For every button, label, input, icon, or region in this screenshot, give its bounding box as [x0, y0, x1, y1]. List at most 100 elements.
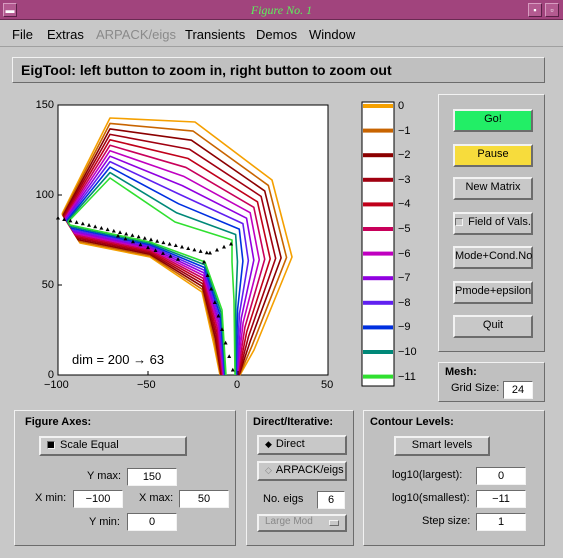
xmin-input[interactable]: −100 — [73, 490, 123, 508]
eigenvalue-marker — [130, 233, 135, 237]
eigenvalue-marker — [173, 243, 178, 248]
ymax-input[interactable]: 150 — [127, 468, 177, 486]
scale-equal-checkbox — [47, 441, 55, 450]
eigenvalue-marker — [205, 273, 210, 277]
eigenvalue-marker — [93, 224, 98, 229]
colorbar-swatch — [363, 325, 393, 330]
menu-file[interactable]: File — [12, 27, 33, 42]
eigenvalue-marker — [230, 367, 235, 372]
colorbar-tick-label: −3 — [398, 173, 411, 186]
eigenvalue-marker — [186, 246, 191, 250]
menu-demos[interactable]: Demos — [256, 27, 298, 42]
contour-lines — [61, 117, 293, 376]
grid-size-input[interactable]: 24 — [503, 381, 533, 399]
quit-button[interactable]: Quit — [453, 315, 533, 338]
colorbar-swatch — [363, 300, 393, 305]
colorbar-tick-label: 0 — [398, 100, 405, 112]
eigenvalue-marker — [161, 240, 166, 245]
log-largest-input[interactable]: 0 — [476, 467, 526, 485]
direct-label: Direct — [275, 438, 305, 450]
colorbar-swatch — [363, 153, 393, 158]
step-size-input[interactable]: 1 — [476, 513, 526, 531]
contour-line — [65, 160, 250, 376]
contour-line — [64, 144, 266, 376]
scale-equal-toggle[interactable]: Scale Equal — [39, 436, 187, 456]
radio-selected-icon: ◆ — [265, 439, 272, 449]
xmax-input[interactable]: 50 — [179, 490, 229, 508]
x-tick-label: −50 — [137, 379, 156, 391]
menu-arpack[interactable]: ARPACK/eigs — [96, 27, 176, 42]
y-tick-label: 150 — [35, 99, 54, 111]
log-smallest-input[interactable]: −11 — [476, 490, 526, 508]
eigenvalue-marker — [167, 241, 172, 246]
x-tick-label: 0 — [234, 379, 241, 391]
eigenvalue-marker — [229, 241, 233, 246]
direct-iterative-title: Direct/Iterative: — [253, 416, 334, 428]
axis-ticks — [58, 104, 239, 375]
contour-line — [66, 166, 244, 376]
eigenvalue-marker — [204, 250, 209, 255]
mesh-title: Mesh: — [445, 366, 477, 378]
minimize-icon[interactable]: ▪ — [528, 3, 542, 17]
which-eigs-dropdown[interactable]: Large Mod — [257, 514, 347, 532]
y-tick-label: 0 — [47, 369, 54, 381]
menu-extras[interactable]: Extras — [47, 27, 84, 42]
new-matrix-button[interactable]: New Matrix — [453, 177, 533, 200]
eigenvalue-marker — [116, 233, 120, 238]
dimension-annotation: dim = 200 → 63 — [72, 352, 165, 367]
contour-levels-panel: Contour Levels: Smart levels log10(large… — [363, 410, 545, 546]
field-of-values-checkbox — [455, 218, 464, 227]
field-of-values-toggle[interactable]: Field of Vals. — [453, 212, 533, 235]
contour-line — [61, 117, 293, 376]
eigenvalue-marker — [161, 251, 165, 255]
pseudospectra-plot[interactable] — [0, 0, 563, 400]
colorbar-tick-label: −9 — [398, 321, 411, 334]
window-title: Figure No. 1 — [250, 3, 313, 17]
xmin-label: X min: — [35, 492, 67, 504]
arpack-label: ARPACK/eigs — [275, 464, 344, 476]
colorbar-tick-label: −2 — [398, 149, 411, 162]
eigenvalue-marker — [222, 244, 226, 249]
window-title-bar: ▬ Figure No. 1 ▪ ▫ — [0, 0, 563, 20]
field-of-values-label: Field of Vals. — [468, 216, 531, 228]
no-eigs-input[interactable]: 6 — [317, 491, 345, 509]
colorbar-swatch — [363, 251, 393, 256]
contour-levels-title: Contour Levels: — [370, 416, 454, 428]
mode-cond-button[interactable]: Mode+Cond.No — [453, 246, 533, 269]
pause-button[interactable]: Pause — [453, 144, 533, 167]
arpack-radio[interactable]: ◇ ARPACK/eigs — [257, 461, 347, 481]
eigenvalue-markers — [56, 215, 235, 372]
ymax-label: Y max: — [87, 470, 122, 482]
maximize-icon[interactable]: ▫ — [545, 3, 559, 17]
colorbar-swatch — [363, 350, 393, 354]
eigenvalue-marker — [74, 220, 79, 224]
y-tick-label: 50 — [41, 279, 54, 291]
menu-window[interactable]: Window — [309, 27, 356, 42]
colorbar-tick-label: −4 — [398, 198, 411, 211]
eigenvalue-marker — [223, 340, 228, 345]
menu-bar: File Extras ARPACK/eigs Transients Demos… — [0, 21, 563, 47]
eigenvalue-marker — [168, 254, 173, 258]
smart-levels-button[interactable]: Smart levels — [394, 436, 490, 456]
colorbar-swatch — [363, 177, 393, 182]
colorbar-tick-label: −10 — [398, 346, 417, 358]
pmode-epsilon-button[interactable]: Pmode+epsilon — [453, 281, 533, 304]
colorbar-swatch — [363, 374, 393, 379]
contour-line — [65, 155, 255, 376]
direct-radio[interactable]: ◆ Direct — [257, 435, 347, 455]
window-menu-icon[interactable]: ▬ — [3, 3, 17, 17]
eigenvalue-marker — [227, 354, 232, 358]
go-button[interactable]: Go! — [453, 109, 533, 132]
contour-line — [67, 177, 236, 376]
colorbar — [361, 101, 395, 387]
ymin-label: Y min: — [89, 516, 120, 528]
radio-unselected-icon: ◇ — [265, 465, 272, 475]
eigenvalue-marker — [198, 249, 203, 253]
ymin-input[interactable]: 0 — [127, 513, 177, 531]
menu-transients[interactable]: Transients — [185, 27, 246, 42]
contour-line — [64, 149, 261, 376]
eigenvalue-marker — [146, 245, 150, 250]
eigenvalue-marker — [212, 300, 217, 304]
dropdown-indicator-icon — [329, 520, 339, 526]
colorbar-tick-label: −8 — [398, 296, 411, 309]
